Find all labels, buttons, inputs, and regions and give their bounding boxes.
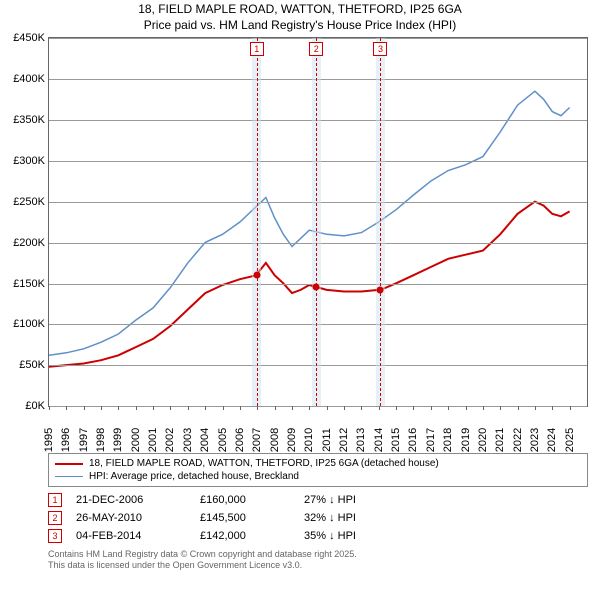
x-tick-label: 2000 [130,420,142,460]
footer: Contains HM Land Registry data © Crown c… [48,549,588,572]
x-tick-label: 2019 [460,420,472,460]
y-tick-label: £250K [1,196,45,208]
tx-marker: 2 [48,511,62,525]
x-tick-label: 2016 [407,420,419,460]
sale-dot [253,272,260,279]
tx-marker: 3 [48,529,62,543]
transaction-row: 1 21-DEC-2006 £160,000 27% ↓ HPI [48,491,588,509]
x-tick-label: 2010 [303,420,315,460]
series-hpi [49,91,570,355]
y-tick-label: £400K [1,73,45,85]
x-tick-label: 1998 [95,420,107,460]
chart-area: £0K£50K£100K£150K£200K£250K£300K£350K£40… [48,37,588,407]
tx-date: 26-MAY-2010 [76,512,186,524]
x-tick-label: 2002 [164,420,176,460]
y-tick-label: £350K [1,114,45,126]
sale-dot [377,287,384,294]
x-tick-label: 2021 [494,420,506,460]
transaction-row: 2 26-MAY-2010 £145,500 32% ↓ HPI [48,509,588,527]
y-tick-label: £200K [1,237,45,249]
legend: 18, FIELD MAPLE ROAD, WATTON, THETFORD, … [48,453,588,487]
tx-price: £145,500 [200,512,290,524]
x-tick-label: 2012 [338,420,350,460]
x-tick-label: 2013 [355,420,367,460]
legend-label: HPI: Average price, detached house, Brec… [89,471,299,482]
x-tick-label: 2005 [217,420,229,460]
transaction-table: 1 21-DEC-2006 £160,000 27% ↓ HPI 2 26-MAY-201… [48,491,588,545]
chart-title: 18, FIELD MAPLE ROAD, WATTON, THETFORD, … [0,0,600,37]
x-tick-label: 2004 [199,420,211,460]
x-tick-label: 2018 [442,420,454,460]
footer-line-2: This data is licensed under the Open Gov… [48,560,588,571]
y-tick-label: £100K [1,318,45,330]
tx-price: £160,000 [200,494,290,506]
x-tick-label: 2008 [269,420,281,460]
legend-item: HPI: Average price, detached house, Brec… [55,470,581,483]
y-tick-label: £150K [1,278,45,290]
x-tick-label: 2006 [234,420,246,460]
sale-marker: 3 [373,42,387,56]
sale-marker: 1 [250,42,264,56]
x-tick-label: 2023 [529,420,541,460]
y-tick-label: £450K [1,32,45,44]
x-tick-label: 2025 [564,420,576,460]
x-tick-label: 2015 [390,420,402,460]
tx-diff: 32% ↓ HPI [304,512,414,524]
tx-diff: 35% ↓ HPI [304,530,414,542]
tx-price: £142,000 [200,530,290,542]
title-line-2: Price paid vs. HM Land Registry's House … [0,18,600,34]
x-tick-label: 1996 [60,420,72,460]
legend-swatch [55,476,83,477]
x-tick-label: 2014 [373,420,385,460]
x-tick-label: 2024 [546,420,558,460]
x-tick-label: 1999 [112,420,124,460]
transaction-row: 3 04-FEB-2014 £142,000 35% ↓ HPI [48,527,588,545]
tx-marker: 1 [48,493,62,507]
y-tick-label: £0K [1,400,45,412]
x-tick-label: 2007 [251,420,263,460]
legend-swatch [55,463,83,465]
sale-marker: 2 [309,42,323,56]
sale-dot [313,284,320,291]
x-tick-label: 2017 [425,420,437,460]
title-line-1: 18, FIELD MAPLE ROAD, WATTON, THETFORD, … [0,2,600,18]
tx-date: 21-DEC-2006 [76,494,186,506]
x-tick-label: 2022 [512,420,524,460]
x-tick-label: 1997 [78,420,90,460]
tx-diff: 27% ↓ HPI [304,494,414,506]
y-tick-label: £50K [1,359,45,371]
x-tick-label: 2011 [321,420,333,460]
x-tick-label: 1995 [43,420,55,460]
x-tick-label: 2001 [147,420,159,460]
x-tick-label: 2009 [286,420,298,460]
tx-date: 04-FEB-2014 [76,530,186,542]
x-tick-label: 2020 [477,420,489,460]
y-tick-label: £300K [1,155,45,167]
x-tick-label: 2003 [182,420,194,460]
footer-line-1: Contains HM Land Registry data © Crown c… [48,549,588,560]
